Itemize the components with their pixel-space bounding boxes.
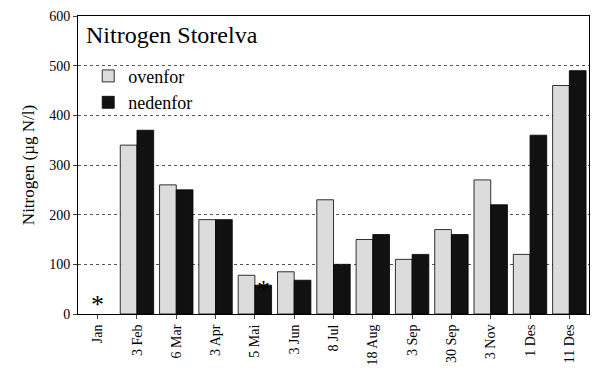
svg-text:8 Jul: 8 Jul [326, 324, 341, 351]
svg-text:5 Mai: 5 Mai [247, 325, 262, 358]
svg-text:ovenfor: ovenfor [128, 67, 184, 87]
svg-text:Jan: Jan [90, 325, 105, 344]
svg-text:200: 200 [49, 208, 70, 223]
svg-text:*: * [91, 290, 104, 319]
svg-text:Nitrogen (µg N/l): Nitrogen (µg N/l) [19, 105, 38, 225]
svg-text:600: 600 [49, 9, 70, 24]
svg-text:1 Des: 1 Des [523, 325, 538, 357]
svg-text:6 Mar: 6 Mar [169, 324, 184, 358]
svg-text:100: 100 [49, 257, 70, 272]
svg-text:400: 400 [49, 108, 70, 123]
svg-text:3 Apr: 3 Apr [208, 324, 223, 356]
svg-text:3 Nov: 3 Nov [483, 325, 498, 360]
svg-text:3 Jun: 3 Jun [287, 325, 302, 355]
svg-text:nedenfor: nedenfor [128, 93, 192, 113]
svg-text:18 Aug: 18 Aug [365, 325, 380, 366]
svg-text:30 Sep: 30 Sep [444, 325, 459, 364]
svg-text:11 Des: 11 Des [562, 325, 577, 364]
svg-text:3 Sep: 3 Sep [405, 325, 420, 357]
svg-text:Nitrogen Storelva: Nitrogen Storelva [86, 22, 258, 48]
svg-text:500: 500 [49, 59, 70, 74]
svg-text:300: 300 [49, 158, 70, 173]
svg-text:3 Feb: 3 Feb [130, 325, 145, 357]
svg-text:*: * [257, 275, 270, 304]
svg-text:0: 0 [63, 307, 70, 322]
